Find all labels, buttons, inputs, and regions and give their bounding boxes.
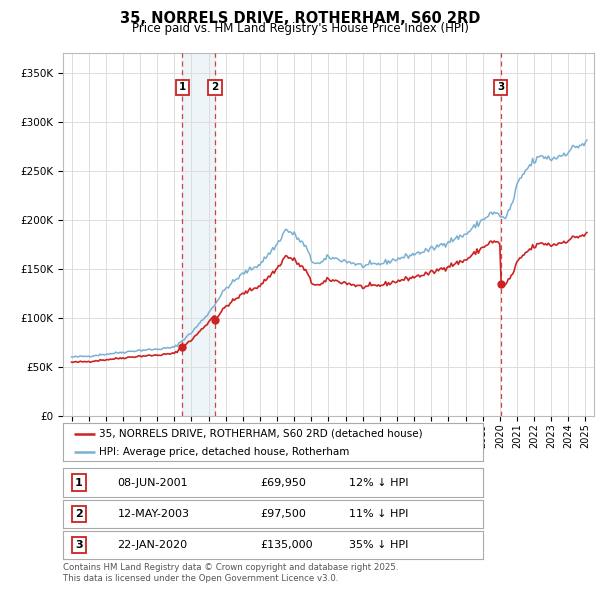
Text: £135,000: £135,000 <box>260 540 313 550</box>
Text: 22-JAN-2020: 22-JAN-2020 <box>118 540 188 550</box>
Text: 1: 1 <box>179 83 186 93</box>
Text: Price paid vs. HM Land Registry's House Price Index (HPI): Price paid vs. HM Land Registry's House … <box>131 22 469 35</box>
Text: 35, NORRELS DRIVE, ROTHERHAM, S60 2RD (detached house): 35, NORRELS DRIVE, ROTHERHAM, S60 2RD (d… <box>98 429 422 439</box>
Bar <box>182 53 215 416</box>
Text: HPI: Average price, detached house, Rotherham: HPI: Average price, detached house, Roth… <box>98 447 349 457</box>
Text: 3: 3 <box>497 83 504 93</box>
Text: 35% ↓ HPI: 35% ↓ HPI <box>349 540 408 550</box>
Text: £69,950: £69,950 <box>260 478 306 487</box>
Text: 2: 2 <box>211 83 218 93</box>
Text: 1: 1 <box>75 478 83 487</box>
Text: 08-JUN-2001: 08-JUN-2001 <box>118 478 188 487</box>
Text: 12-MAY-2003: 12-MAY-2003 <box>118 509 190 519</box>
Text: 2: 2 <box>75 509 83 519</box>
Text: £97,500: £97,500 <box>260 509 306 519</box>
Text: 12% ↓ HPI: 12% ↓ HPI <box>349 478 408 487</box>
Text: Contains HM Land Registry data © Crown copyright and database right 2025.
This d: Contains HM Land Registry data © Crown c… <box>63 563 398 583</box>
Text: 35, NORRELS DRIVE, ROTHERHAM, S60 2RD: 35, NORRELS DRIVE, ROTHERHAM, S60 2RD <box>120 11 480 25</box>
Text: 3: 3 <box>75 540 83 550</box>
Text: 11% ↓ HPI: 11% ↓ HPI <box>349 509 408 519</box>
